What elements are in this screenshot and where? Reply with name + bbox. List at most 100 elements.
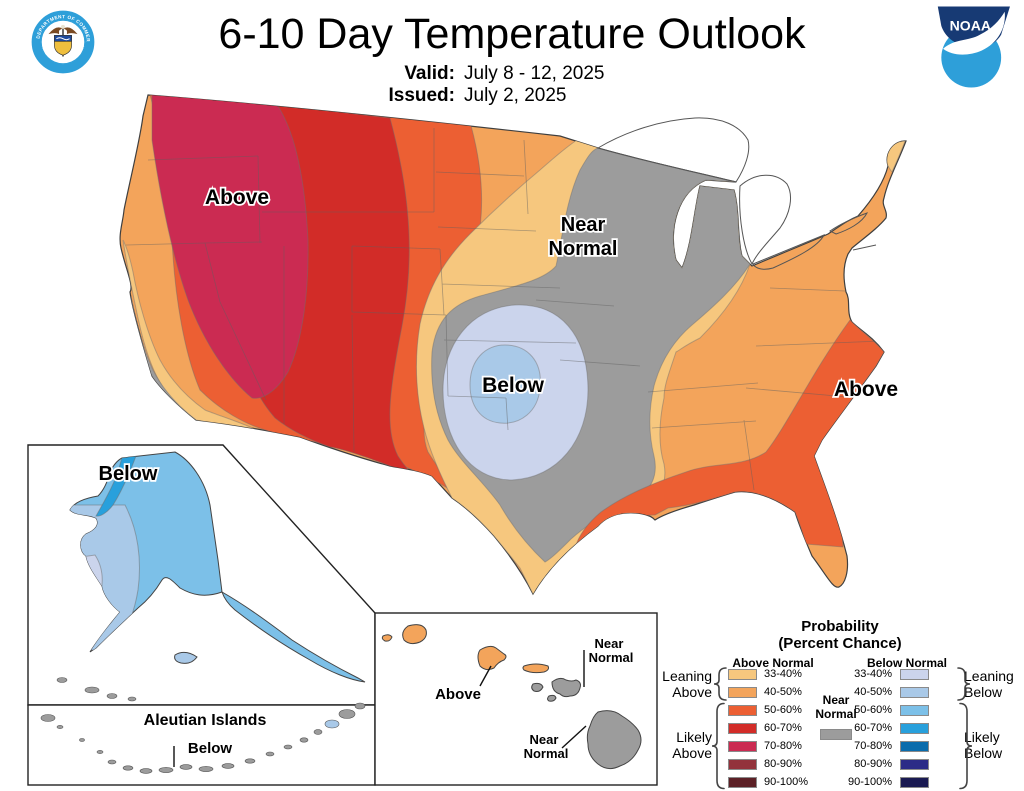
aleutian-label-below: Below (188, 740, 233, 757)
legend-below-range-3: 60-70% (854, 722, 892, 734)
state-borders (125, 128, 883, 491)
hawaii-label-above: Above (435, 686, 481, 703)
legend-below-range-4: 70-80% (854, 740, 892, 752)
legend-likely-above-line1: Likely (676, 729, 712, 745)
label-near-normal-line1: Near (561, 214, 606, 236)
lake-erie-outline (752, 234, 826, 270)
lake-superior-outline (596, 117, 750, 183)
legend-likely-below-line2: Below (964, 745, 1003, 761)
noaa-gull-icon (943, 11, 1005, 55)
aleutian-inset-box (27, 704, 376, 786)
legend-above-swatch-5 (728, 759, 757, 770)
label-above-northwest: Above (205, 186, 269, 209)
aleutian-inset: Aleutian Islands Below (40, 702, 366, 774)
legend-near-normal-line1: Near (822, 693, 850, 707)
legend-above-range-6: 90-100% (764, 776, 809, 788)
seal-eagle-icon (48, 27, 78, 35)
legend-leaning-above-line2: Above (672, 684, 712, 700)
legend-below-swatch-3 (900, 723, 929, 734)
long-island-outline (852, 244, 877, 251)
island-niihau (381, 634, 393, 642)
legend-above-swatch-6 (728, 777, 757, 788)
valid-label: Valid: (404, 63, 455, 84)
legend-above-range-4: 70-80% (764, 740, 802, 752)
island-kahoolawe (547, 694, 557, 702)
noaa-logo-text: NOAA (950, 17, 991, 33)
seal-ship-waves (56, 37, 70, 41)
lake-ontario-outline (829, 212, 869, 235)
issued-line: Issued: July 2, 2025 (385, 85, 604, 107)
aleutian-island-light (324, 719, 340, 729)
noaa-logo-icon: NOAA (937, 6, 1010, 88)
legend-above-range-5: 80-90% (764, 758, 802, 770)
page-title: 6-10 Day Temperature Outlook (218, 10, 806, 58)
island-oahu (477, 645, 507, 671)
legend-leaning-below-line1: Leaning (964, 668, 1014, 684)
legend-near-normal-swatch (820, 729, 852, 740)
legend-below-swatch-4 (900, 741, 929, 752)
legend-above-swatch-4 (728, 741, 757, 752)
likely-above-brace-icon (711, 702, 725, 790)
issued-label: Issued: (388, 85, 455, 106)
aleutian-title: Aleutian Islands (144, 712, 267, 729)
department-of-commerce-seal-icon: DEPARTMENT OF COMMERCE UNITED STATES OF … (30, 9, 95, 74)
legend-below-range-1: 40-50% (854, 686, 892, 698)
legend-above-swatch-1 (728, 687, 757, 698)
legend-above-range-3: 60-70% (764, 722, 802, 734)
label-near-normal-line2: Normal (549, 238, 618, 260)
lake-huron-outline (739, 174, 791, 266)
hawaii-inset: Above Near Normal Near Normal (381, 624, 642, 770)
legend-below-range-0: 33-40% (854, 668, 892, 680)
island-kauai (402, 624, 427, 645)
legend-below-swatch-2 (900, 705, 929, 716)
label-above-southeast: Above (834, 378, 898, 401)
hawaii-pointer-lines (479, 650, 587, 749)
seal-eagle-head (61, 24, 65, 29)
legend-below-swatch-1 (900, 687, 929, 698)
legend-below-swatch-0 (900, 669, 929, 680)
leaning-below-brace-icon (957, 667, 971, 701)
great-lakes-outlines (596, 117, 877, 270)
hawaii-big-island-label-line2: Normal (524, 746, 569, 761)
label-below-central: Below (482, 374, 545, 397)
conus-map: Above Near Normal Below Above (119, 94, 907, 596)
legend-leaning-above-line1: Leaning (662, 668, 712, 684)
probability-legend: Probability (Percent Chance) Above Norma… (660, 612, 1024, 791)
legend-subtitle: (Percent Chance) (778, 635, 902, 652)
legend-above-swatch-0 (728, 669, 757, 680)
region-below-40-50 (469, 344, 541, 424)
region-above-70-80-west (151, 95, 309, 399)
legend-below-range-5: 80-90% (854, 758, 892, 770)
hawaii-maui-label-line1: Near (595, 636, 624, 651)
legend-below-swatch-5 (900, 759, 929, 770)
legend-above-normal-header: Above Normal (732, 656, 814, 670)
likely-below-brace-icon (959, 702, 973, 790)
alaska-label-below: Below (99, 463, 158, 485)
kodiak-island (174, 651, 198, 664)
legend-below-range-6: 90-100% (847, 776, 892, 788)
hawaii-maui-label-line2: Normal (589, 650, 634, 665)
legend-below-swatch-6 (900, 777, 929, 788)
valid-line: Valid: July 8 - 12, 2025 (385, 63, 604, 85)
legend-above-range-0: 33-40% (764, 668, 802, 680)
legend-likely-below-line1: Likely (964, 729, 1000, 745)
date-lines: Valid: July 8 - 12, 2025 Issued: July 2,… (385, 63, 604, 107)
issued-value: July 2, 2025 (464, 85, 567, 106)
legend-above-swatch-3 (728, 723, 757, 734)
legend-leaning-below-line2: Below (964, 684, 1003, 700)
region-above-33-40-california-coast (122, 239, 263, 433)
legend-above-swatch-2 (728, 705, 757, 716)
legend-near-normal-line2: Normal (815, 707, 857, 721)
legend-title: Probability (801, 618, 879, 635)
aleutian-islands (40, 702, 366, 774)
island-molokai (522, 663, 549, 674)
legend-below-normal-header: Below Normal (866, 656, 947, 670)
legend-likely-above-line2: Above (672, 745, 712, 761)
island-lanai (531, 682, 544, 692)
alaska-panhandle (221, 590, 366, 683)
leaning-above-brace-icon (713, 667, 727, 701)
legend-above-range-2: 50-60% (764, 704, 802, 716)
island-big-island (586, 710, 642, 770)
